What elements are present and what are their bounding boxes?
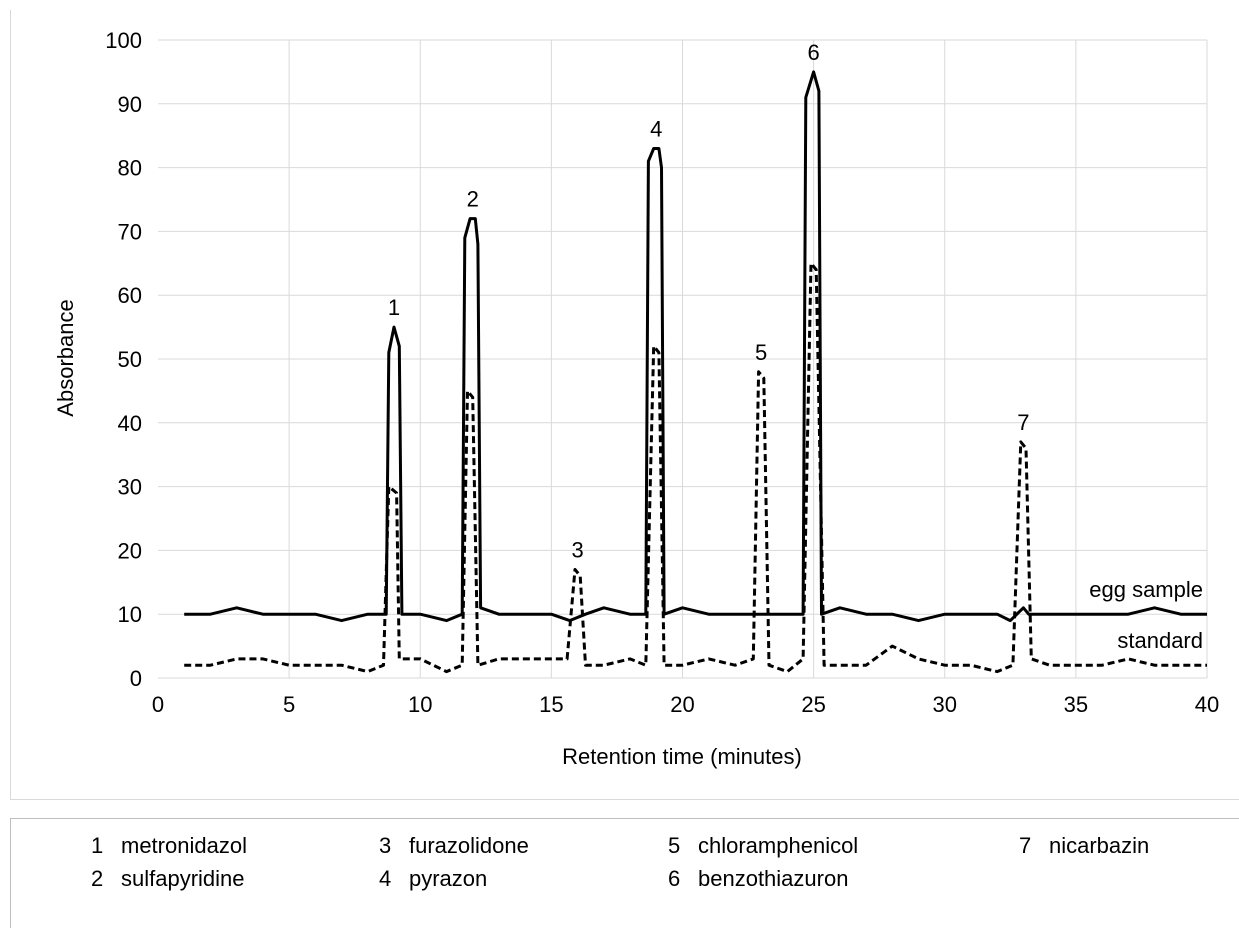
- legend-compound-name: furazolidone: [409, 833, 529, 858]
- y-tick-label: 30: [118, 475, 142, 500]
- legend-number: 6: [668, 866, 681, 891]
- compound-legend: 1 metronidazol 2 sulfapyridine 3 furazolidone…: [10, 818, 1239, 928]
- y-tick-label: 100: [105, 28, 142, 53]
- x-tick-label: 30: [933, 692, 957, 717]
- series-line-egg-sample: [184, 70, 1207, 623]
- legend-entry: 3 furazolidone: [379, 833, 529, 859]
- legend-entry: 4 pyrazon: [379, 866, 487, 892]
- series-line-standard: [184, 261, 1207, 674]
- legend-entry: 1 metronidazol: [91, 833, 247, 859]
- y-tick-label: 80: [118, 156, 142, 181]
- peak-label: 4: [650, 116, 662, 141]
- x-tick-label: 20: [670, 692, 694, 717]
- series-label: egg sample: [1089, 577, 1203, 602]
- series-lines: [184, 70, 1207, 674]
- y-tick-label: 60: [118, 283, 142, 308]
- x-axis-title: Retention time (minutes): [562, 744, 802, 769]
- legend-compound-name: nicarbazin: [1049, 833, 1150, 858]
- legend-entry: 6 benzothiazuron: [668, 866, 848, 892]
- legend-number: 5: [668, 833, 681, 858]
- peak-label: 6: [808, 40, 820, 65]
- x-tick-label: 40: [1195, 692, 1219, 717]
- y-axis-title: Absorbance: [53, 299, 78, 416]
- legend-number: 2: [91, 866, 104, 891]
- peak-label: 2: [467, 187, 479, 212]
- x-tick-label: 25: [801, 692, 825, 717]
- legend-entry: 5 chloramphenicol: [668, 833, 858, 859]
- legend-number: 4: [379, 866, 392, 891]
- legend-compound-name: metronidazol: [121, 833, 247, 858]
- chart-area: [10, 10, 1239, 800]
- peak-labels: 1 2 3 4 5 6 7 egg sample standard: [388, 40, 1203, 653]
- y-tick-label: 0: [130, 666, 142, 691]
- legend-number: 1: [91, 833, 104, 858]
- y-tick-label: 10: [118, 602, 142, 627]
- legend-compound-name: sulfapyridine: [121, 866, 245, 891]
- legend-compound-name: benzothiazuron: [698, 866, 849, 891]
- x-tick-label: 5: [283, 692, 295, 717]
- x-tick-label: 10: [408, 692, 432, 717]
- peak-label: 5: [755, 340, 767, 365]
- legend-entry: 2 sulfapyridine: [91, 866, 245, 892]
- legend-compound-name: pyrazon: [409, 866, 488, 891]
- legend-number: 3: [379, 833, 392, 858]
- peak-label: 7: [1017, 410, 1029, 435]
- y-tick-label: 90: [118, 92, 142, 117]
- legend-entry: 7 nicarbazin: [1019, 833, 1149, 859]
- y-tick-label: 70: [118, 219, 142, 244]
- y-tick-label: 20: [118, 538, 142, 563]
- peak-label: 3: [571, 538, 583, 563]
- x-tick-label: 0: [152, 692, 164, 717]
- x-tick-label: 15: [539, 692, 563, 717]
- y-tick-label: 40: [118, 411, 142, 436]
- y-tick-label: 50: [118, 347, 142, 372]
- legend-compound-name: chloramphenicol: [698, 833, 859, 858]
- legend-number: 7: [1019, 833, 1032, 858]
- peak-label: 1: [388, 295, 400, 320]
- series-label: standard: [1117, 628, 1203, 653]
- x-tick-label: 35: [1064, 692, 1088, 717]
- gridlines: [158, 39, 1208, 679]
